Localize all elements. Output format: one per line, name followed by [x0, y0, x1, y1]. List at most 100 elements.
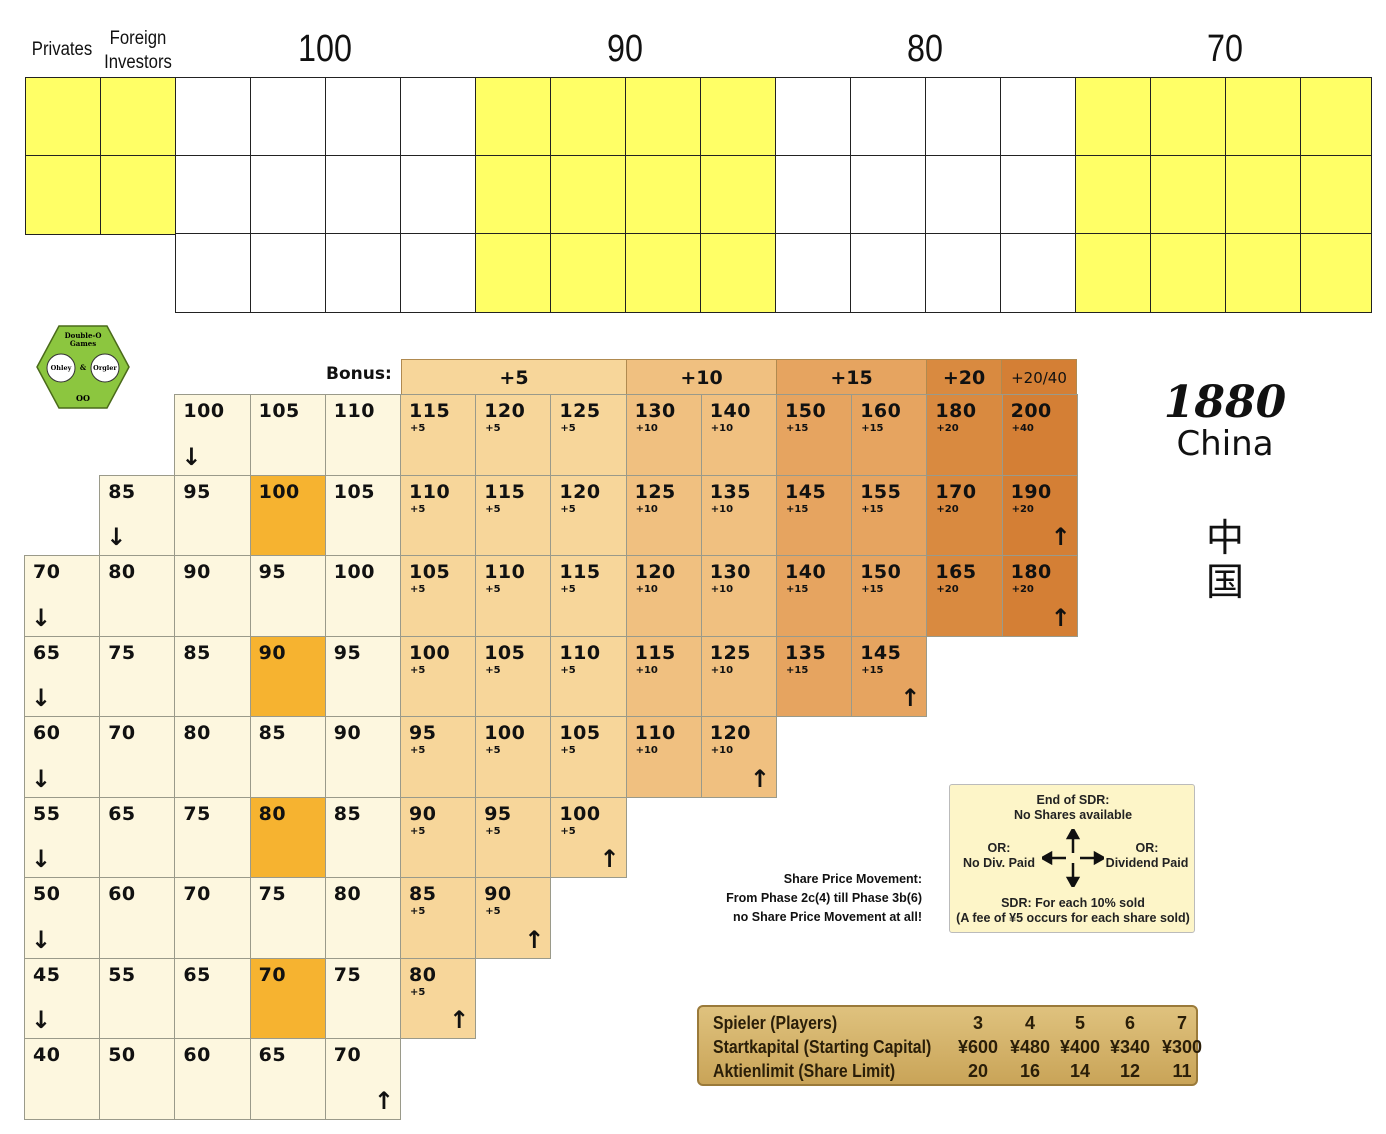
market-bonus: +5	[410, 503, 426, 515]
holding-cell	[325, 233, 401, 313]
players-table-value: ¥480	[1009, 1037, 1051, 1057]
market-price: 105	[333, 480, 375, 503]
market-price: 90	[183, 561, 211, 583]
column-number-100: 100	[298, 28, 352, 70]
market-price: 100	[484, 722, 526, 744]
market-cell: 100 +5	[475, 716, 552, 798]
holding-cell	[1300, 155, 1372, 235]
market-price: 55	[33, 802, 61, 825]
market-bonus: +5	[410, 423, 426, 434]
market-bonus: +5	[410, 986, 426, 998]
svg-text:OO: OO	[76, 393, 90, 403]
market-cell: 80	[99, 555, 176, 637]
market-bonus: +10	[710, 503, 734, 515]
market-price: 125	[634, 480, 676, 503]
market-cell: 85 +5	[400, 877, 477, 959]
market-cell: 80	[174, 716, 251, 798]
market-bonus: +10	[635, 503, 658, 515]
market-price: 60	[183, 1044, 211, 1066]
market-cell: 95	[249, 555, 326, 637]
spm-line-1: Share Price Movement:	[783, 872, 922, 886]
market-cell: 100 ↓	[174, 394, 251, 476]
market-cell: 155 +15	[851, 474, 928, 556]
market-bonus: +5	[485, 745, 501, 756]
up-arrow-icon: ↑	[749, 764, 770, 793]
market-bonus: +10	[635, 745, 658, 756]
market-price: 100	[559, 802, 601, 825]
market-price: 120	[634, 561, 676, 583]
holding-cell	[775, 233, 851, 313]
market-cell: 145 +15	[776, 474, 853, 556]
market-cell: 85	[249, 716, 326, 798]
market-price: 40	[33, 1044, 61, 1066]
holding-cell	[325, 77, 401, 157]
holding-cell	[250, 155, 326, 235]
market-cell: 70	[99, 716, 176, 798]
players-table-label: Aktienlimit (Share Limit)	[713, 1061, 896, 1081]
market-cell: 85	[174, 635, 251, 717]
market-price: 65	[258, 1044, 287, 1066]
market-price: 130	[634, 400, 676, 422]
up-arrow-icon: ↑	[1050, 523, 1071, 551]
market-cell: 65	[174, 957, 251, 1039]
market-price: 100	[258, 480, 300, 503]
market-price: 70	[258, 963, 287, 986]
players-table-value: 4	[1024, 1013, 1035, 1033]
holding-cell	[1225, 77, 1301, 157]
holding-cell	[25, 77, 101, 157]
market-price: 145	[860, 641, 902, 664]
market-bonus: +5	[410, 664, 426, 676]
market-cell: 70 ↓	[24, 555, 101, 637]
player-count-table: Spieler (Players) 3 4 5 6 7 Startkapital (Star…	[697, 1005, 1202, 1086]
market-bonus: +5	[560, 664, 576, 676]
market-price: 70	[333, 1044, 362, 1066]
market-cell: 90	[324, 716, 401, 798]
market-price: 115	[409, 400, 451, 422]
market-price: 70	[33, 561, 61, 583]
market-price: 80	[409, 963, 437, 986]
market-cell: 120 +5	[475, 394, 552, 476]
holding-cell	[850, 77, 926, 157]
market-price: 80	[333, 883, 362, 905]
up-arrow-icon: ↑	[900, 684, 921, 712]
market-cell: 90 +5 ↑	[475, 877, 552, 959]
market-cell: 135 +10	[700, 474, 777, 556]
market-price: 65	[183, 963, 211, 986]
bonus-header-10: +10	[626, 359, 777, 395]
market-cell: 125 +5	[550, 394, 627, 476]
privates-header: Privates	[31, 39, 93, 60]
holding-cell	[400, 233, 476, 313]
market-bonus: +20	[936, 423, 959, 434]
market-cell: 105 +5	[550, 716, 627, 798]
market-price: 75	[108, 641, 136, 664]
players-table-row: Aktienlimit (Share Limit) 20 16 14 12 11	[713, 1061, 1193, 1085]
market-cell: 180 +20 ↑	[1001, 555, 1078, 637]
market-bonus: +10	[710, 584, 734, 595]
holding-cell	[625, 233, 701, 313]
market-bonus: +10	[710, 664, 734, 676]
svg-text:Double-O: Double-O	[65, 331, 102, 340]
market-cell: 65 ↓	[24, 635, 101, 717]
holding-cell	[550, 233, 626, 313]
holding-cell	[550, 77, 626, 157]
market-price: 170	[935, 480, 977, 503]
holding-cell	[1075, 233, 1151, 313]
market-cell: 80	[324, 877, 401, 959]
market-bonus: +10	[635, 664, 658, 676]
market-cell: 105 +5	[400, 555, 477, 637]
market-price: 110	[409, 480, 451, 503]
market-bonus: +5	[485, 503, 501, 515]
market-price: 85	[183, 641, 211, 664]
svg-text:Ohley: Ohley	[51, 364, 72, 372]
title-chinese-1: 中	[1205, 516, 1244, 560]
market-cell: 115 +5	[400, 394, 477, 476]
holding-cell	[100, 77, 176, 157]
market-price: 125	[709, 641, 751, 664]
market-price: 90	[333, 722, 362, 744]
market-cell: 40	[24, 1038, 101, 1120]
holding-cell	[1300, 233, 1372, 313]
market-bonus: +5	[560, 825, 576, 837]
market-price: 85	[108, 480, 136, 503]
bonus-header-5: +5	[401, 359, 627, 395]
holding-cell	[100, 155, 176, 235]
